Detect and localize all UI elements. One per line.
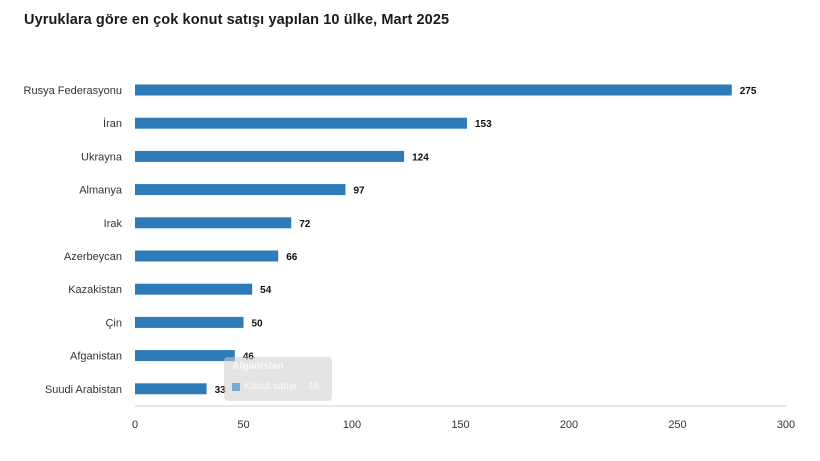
bar-0[interactable]: [135, 84, 732, 96]
bar-8[interactable]: [135, 350, 235, 362]
x-tick-label-1: 50: [237, 419, 249, 431]
category-label-4: Irak: [104, 218, 123, 230]
tooltip-series-label: Konut satışı: [244, 381, 297, 392]
x-tick-label-4: 200: [560, 419, 578, 431]
value-label-7: 50: [252, 318, 264, 329]
value-label-2: 124: [412, 152, 429, 163]
hover-tooltip: Afganistan Konut satışı: 46: [224, 357, 332, 401]
bar-7[interactable]: [135, 316, 244, 328]
category-label-5: Azerbeycan: [64, 251, 122, 263]
bar-3[interactable]: [135, 184, 346, 196]
x-tick-label-2: 100: [343, 419, 361, 431]
bar-2[interactable]: [135, 150, 405, 162]
value-label-5: 66: [286, 252, 298, 263]
bar-9[interactable]: [135, 383, 207, 395]
x-tick-label-0: 0: [132, 419, 138, 431]
tooltip-value: 46: [307, 381, 319, 392]
x-tick-label-3: 150: [451, 419, 469, 431]
category-label-0: Rusya Federasyonu: [24, 85, 122, 97]
bar-6[interactable]: [135, 283, 253, 295]
category-label-8: Afganistan: [70, 351, 122, 363]
value-label-6: 54: [260, 285, 272, 296]
value-label-0: 275: [740, 86, 757, 97]
category-label-1: İran: [103, 117, 122, 130]
bar-4[interactable]: [135, 217, 292, 229]
x-tick-label-6: 300: [777, 419, 795, 431]
tooltip-row: Konut satışı: 46: [232, 381, 319, 392]
chart-title: Uyruklara göre en çok konut satışı yapıl…: [24, 12, 450, 28]
value-label-9: 33: [215, 385, 227, 396]
category-label-3: Almanya: [79, 185, 123, 197]
tooltip-category: Afganistan: [232, 361, 284, 372]
value-label-1: 153: [475, 119, 492, 130]
value-label-3: 97: [353, 186, 365, 197]
tooltip-swatch-icon: [232, 382, 240, 391]
category-label-7: Çin: [105, 317, 122, 329]
value-label-4: 72: [299, 219, 311, 230]
bar-1[interactable]: [135, 117, 468, 129]
category-label-9: Suudi Arabistan: [45, 384, 122, 396]
x-tick-label-5: 250: [668, 419, 686, 431]
category-label-6: Kazakistan: [68, 284, 122, 296]
category-label-2: Ukrayna: [81, 151, 123, 163]
bar-5[interactable]: [135, 250, 279, 262]
